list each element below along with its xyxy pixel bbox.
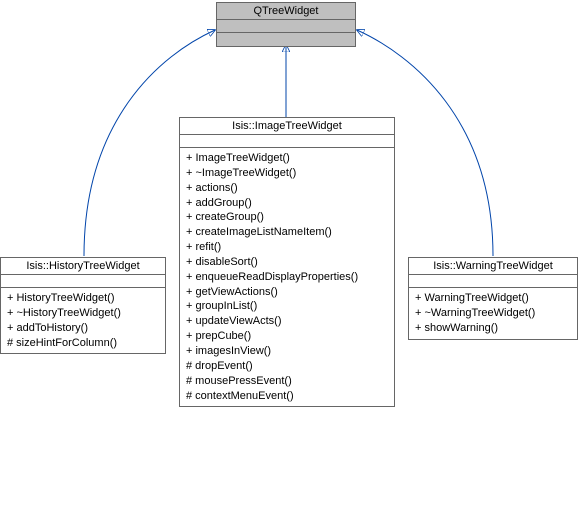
- member-item: + actions(): [186, 181, 388, 196]
- member-item: + ~HistoryTreeWidget(): [7, 306, 159, 321]
- member-item: + addGroup(): [186, 196, 388, 211]
- member-item: + ~WarningTreeWidget(): [415, 306, 571, 321]
- member-item: + getViewActions(): [186, 285, 388, 300]
- member-item: + addToHistory(): [7, 321, 159, 336]
- member-item: # dropEvent(): [186, 359, 388, 374]
- members-list: + HistoryTreeWidget()+ ~HistoryTreeWidge…: [1, 288, 165, 353]
- member-item: + disableSort(): [186, 255, 388, 270]
- empty-section: [409, 275, 577, 288]
- member-item: + enqueueReadDisplayProperties(): [186, 270, 388, 285]
- class-diagram: QTreeWidget Isis::HistoryTreeWidget + Hi…: [0, 0, 580, 509]
- member-item: + showWarning(): [415, 321, 571, 336]
- member-item: # contextMenuEvent(): [186, 389, 388, 404]
- members-list: + ImageTreeWidget()+ ~ImageTreeWidget()+…: [180, 148, 394, 406]
- member-item: + createGroup(): [186, 210, 388, 225]
- member-item: # sizeHintForColumn(): [7, 336, 159, 351]
- node-warning: Isis::WarningTreeWidget + WarningTreeWid…: [408, 257, 578, 340]
- node-title: Isis::HistoryTreeWidget: [1, 258, 165, 275]
- member-item: + imagesInView(): [186, 344, 388, 359]
- members-list: + WarningTreeWidget()+ ~WarningTreeWidge…: [409, 288, 577, 339]
- empty-section: [217, 20, 355, 33]
- member-item: + refit(): [186, 240, 388, 255]
- member-item: + ImageTreeWidget(): [186, 151, 388, 166]
- empty-section: [1, 275, 165, 288]
- node-qtreewidget: QTreeWidget: [216, 2, 356, 47]
- node-image: Isis::ImageTreeWidget + ImageTreeWidget(…: [179, 117, 395, 407]
- empty-section: [217, 33, 355, 46]
- member-item: # mousePressEvent(): [186, 374, 388, 389]
- member-item: + updateViewActs(): [186, 314, 388, 329]
- node-title: QTreeWidget: [217, 3, 355, 20]
- member-item: + HistoryTreeWidget(): [7, 291, 159, 306]
- node-history: Isis::HistoryTreeWidget + HistoryTreeWid…: [0, 257, 166, 354]
- member-item: + groupInList(): [186, 299, 388, 314]
- empty-section: [180, 135, 394, 148]
- node-title: Isis::WarningTreeWidget: [409, 258, 577, 275]
- member-item: + prepCube(): [186, 329, 388, 344]
- node-title: Isis::ImageTreeWidget: [180, 118, 394, 135]
- member-item: + WarningTreeWidget(): [415, 291, 571, 306]
- member-item: + ~ImageTreeWidget(): [186, 166, 388, 181]
- member-item: + createImageListNameItem(): [186, 225, 388, 240]
